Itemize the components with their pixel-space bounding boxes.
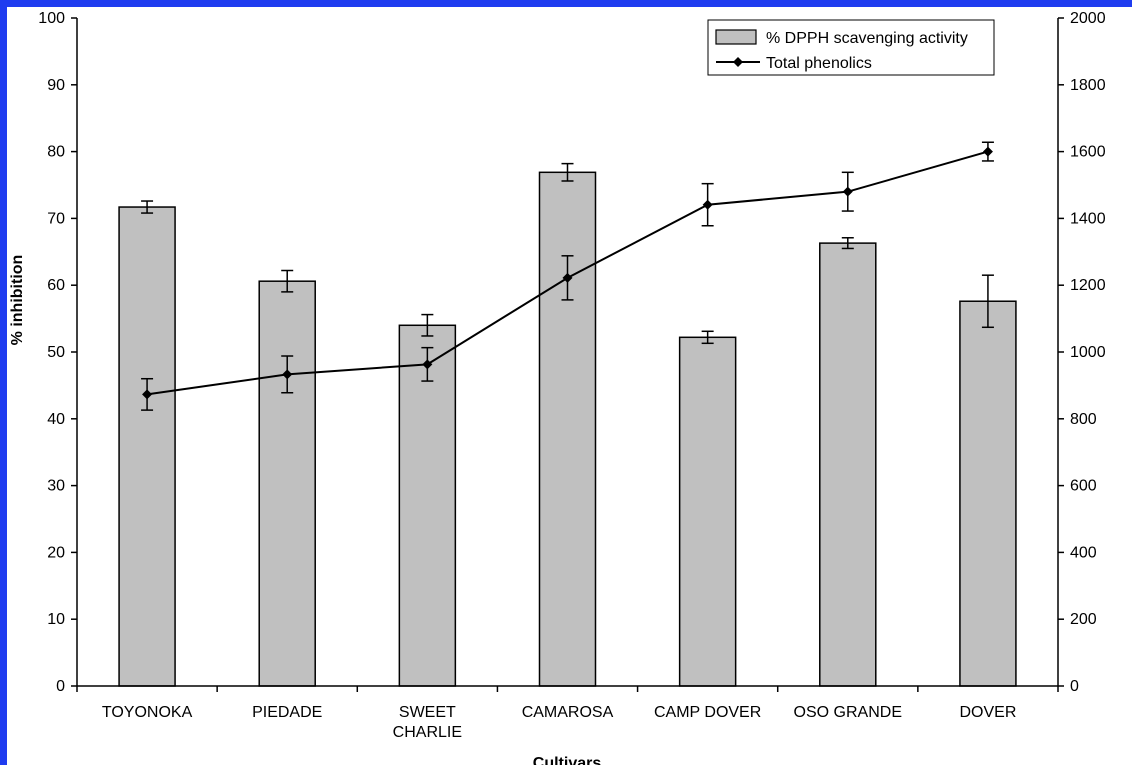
right-tick-label: 200 [1070, 611, 1097, 628]
left-tick-label: 50 [47, 344, 65, 361]
bar [398, 324, 457, 687]
right-tick-label: 1200 [1070, 277, 1106, 294]
category-label-line: CHARLIE [393, 724, 462, 741]
y-axis-title: % inhibition [9, 255, 26, 346]
line-point [562, 272, 573, 283]
category-label: SWEET CHARLIE [393, 704, 462, 741]
right-tick-label: 1400 [1070, 210, 1106, 227]
right-tick-label: 0 [1070, 678, 1079, 695]
legend-label-phenolics: Total phenolics [766, 55, 872, 72]
right-axis-ticks: 0 200 400 600 800 1000 1200 1400 1600 1800 2000 [1058, 10, 1106, 695]
category-label: CAMP DOVER [654, 704, 761, 721]
bar-error-bars [141, 162, 994, 345]
right-tick-label: 1800 [1070, 77, 1106, 94]
left-tick-label: 20 [47, 544, 65, 561]
left-tick-label: 70 [47, 210, 65, 227]
bar [678, 336, 737, 687]
category-label-line: PIEDADE [252, 704, 322, 721]
category-label-line: SWEET [399, 704, 456, 721]
bar [258, 280, 316, 687]
left-tick-label: 90 [47, 77, 65, 94]
right-tick-label: 2000 [1070, 10, 1106, 27]
legend-swatch-marker [733, 57, 743, 67]
line-point [982, 146, 993, 157]
bar [959, 300, 1017, 687]
left-axis-ticks: 0 10 20 30 40 50 60 70 80 90 100 [38, 10, 77, 695]
line-point [282, 369, 293, 380]
bar [538, 171, 597, 687]
category-label: OSO GRANDE [794, 704, 902, 721]
legend-label-dpph: % DPPH scavenging activity [766, 30, 968, 47]
left-tick-label: 10 [47, 611, 65, 628]
line-point [422, 359, 433, 370]
right-tick-label: 1000 [1070, 344, 1106, 361]
right-tick-label: 600 [1070, 478, 1097, 495]
left-tick-label: 40 [47, 411, 65, 428]
legend: % DPPH scavenging activity Total phenoli… [707, 19, 995, 76]
left-tick-label: 100 [38, 10, 65, 27]
right-tick-label: 1600 [1070, 144, 1106, 161]
line-point [842, 186, 853, 197]
left-tick-label: 60 [47, 277, 65, 294]
right-tick-label: 400 [1070, 544, 1097, 561]
legend-box [707, 19, 995, 76]
right-tick-label: 800 [1070, 411, 1097, 428]
category-label-line: OSO GRANDE [794, 704, 902, 721]
legend-swatch-bar [715, 29, 757, 45]
bar [819, 242, 877, 687]
category-label-line: DOVER [959, 704, 1016, 721]
line-point [142, 389, 153, 400]
category-label-line: TOYONOKA [102, 704, 193, 721]
left-tick-label: 30 [47, 478, 65, 495]
category-label-line: CAMAROSA [522, 704, 614, 721]
line-point [702, 199, 713, 210]
bar-series [118, 171, 1017, 687]
category-label: CAMAROSA [522, 704, 614, 721]
category-label: PIEDADE [252, 704, 322, 721]
axes [76, 18, 1059, 692]
frame-border-left [0, 0, 7, 765]
category-label-line: CAMP DOVER [654, 704, 761, 721]
category-label: DOVER [959, 704, 1016, 721]
category-labels: TOYONOKA PIEDADE SWEET CHARLIE CAMAROSA CAMP … [102, 704, 1017, 741]
line-series [141, 141, 994, 411]
frame-border-top [0, 0, 1132, 7]
left-tick-label: 0 [56, 678, 65, 695]
left-tick-label: 80 [47, 144, 65, 161]
bar [118, 206, 176, 687]
x-axis-title: Cultivars [533, 755, 602, 765]
category-label: TOYONOKA [102, 704, 193, 721]
